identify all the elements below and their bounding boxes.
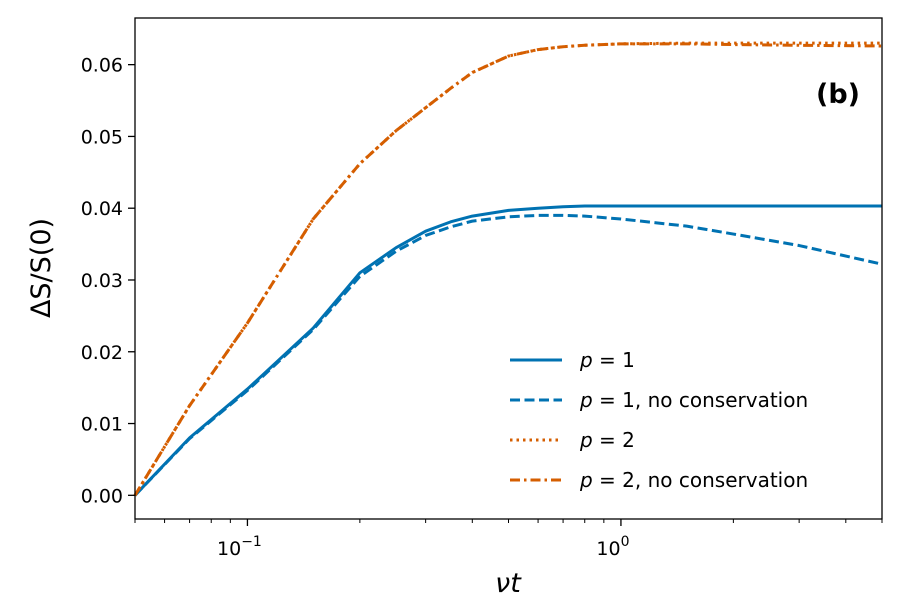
y-tick-label: 0.02 — [81, 342, 123, 364]
x-tick-label: 100 — [596, 534, 629, 560]
y-tick-label: 0.01 — [81, 414, 123, 436]
panel-label: (b) — [816, 79, 860, 110]
y-tick-label: 0.06 — [81, 55, 123, 77]
series-line — [133, 42, 883, 497]
y-tick-label: 0.05 — [81, 126, 123, 148]
series-line — [133, 204, 882, 497]
y-tick-label: 0.04 — [81, 198, 123, 220]
y-axis-label: ΔS/S(0) — [26, 218, 57, 318]
series-lines — [133, 41, 883, 497]
y-axis-ticks: 0.00 0.01 0.02 0.03 0.04 0.05 0.06 — [81, 55, 135, 507]
y-tick-label: 0.03 — [81, 270, 123, 292]
legend: p = 1 p = 1, no conservation p = 2 p = 2, n… — [510, 348, 808, 492]
legend-entry: p = 1 — [579, 348, 635, 372]
legend-entry: p = 2, no conservation — [579, 468, 808, 492]
legend-entry: p = 1, no conservation — [579, 388, 808, 412]
y-tick-label: 0.00 — [81, 485, 123, 507]
series-line — [133, 41, 882, 497]
x-tick-label: 10−1 — [217, 534, 262, 560]
series-line — [133, 213, 883, 497]
x-axis-label: νt — [495, 568, 522, 599]
plot-frame — [134, 17, 883, 520]
x-axis-ticks: 10−1 100 — [134, 519, 883, 560]
legend-entry: p = 2 — [579, 428, 635, 452]
